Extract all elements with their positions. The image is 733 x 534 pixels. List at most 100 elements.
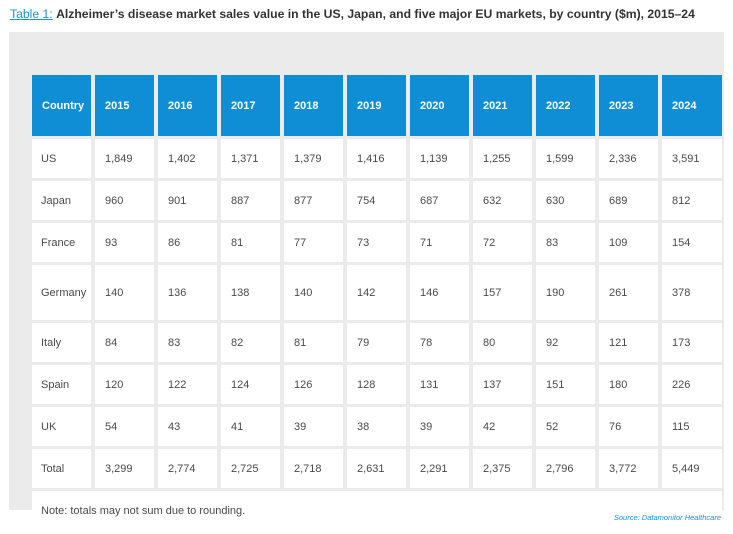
table-cell: 52 [536, 407, 595, 446]
table-cell: 72 [473, 223, 532, 262]
table-cell: 2,725 [221, 449, 280, 488]
table-cell: 42 [473, 407, 532, 446]
table-cell: 630 [536, 181, 595, 220]
table-cell: 126 [284, 365, 343, 404]
table-cell: 38 [347, 407, 406, 446]
table-cell: 93 [95, 223, 154, 262]
table-cell: 226 [662, 365, 722, 404]
table-cell: 138 [221, 265, 280, 320]
table-cell: 39 [284, 407, 343, 446]
table-cell: 80 [473, 323, 532, 362]
table-cell: 84 [95, 323, 154, 362]
table-cell: 54 [95, 407, 154, 446]
header-cell-year: 2017 [221, 75, 280, 136]
table-cell: 812 [662, 181, 722, 220]
table-title: Alzheimer’s disease market sales value i… [56, 7, 695, 21]
header-cell-year: 2016 [158, 75, 217, 136]
table-cell: 2,631 [347, 449, 406, 488]
table-cell: 3,591 [662, 139, 722, 178]
table-cell: 378 [662, 265, 722, 320]
table-cell: 73 [347, 223, 406, 262]
row-label-cell: Japan [32, 181, 91, 220]
table-cell: 1,599 [536, 139, 595, 178]
table-cell: 136 [158, 265, 217, 320]
table-cell: 81 [221, 223, 280, 262]
table-cell: 960 [95, 181, 154, 220]
table-cell: 632 [473, 181, 532, 220]
table-cell: 115 [662, 407, 722, 446]
row-label-cell: Italy [32, 323, 91, 362]
table-cell: 140 [95, 265, 154, 320]
table-cell: 1,139 [410, 139, 469, 178]
table-panel: Country 2015 2016 2017 2018 2019 2020 2021 2022 2… [9, 32, 724, 530]
table-cell: 146 [410, 265, 469, 320]
table-cell: 78 [410, 323, 469, 362]
row-label-cell: UK [32, 407, 91, 446]
table-cell: 261 [599, 265, 658, 320]
table-cell: 79 [347, 323, 406, 362]
table-number-label[interactable]: Table 1: [10, 7, 53, 21]
table-cell: 131 [410, 365, 469, 404]
table-cell: 81 [284, 323, 343, 362]
table-cell: 1,379 [284, 139, 343, 178]
table-cell: 2,774 [158, 449, 217, 488]
header-cell-year: 2021 [473, 75, 532, 136]
table-cell: 121 [599, 323, 658, 362]
row-label-cell: US [32, 139, 91, 178]
table-cell: 1,416 [347, 139, 406, 178]
table-cell: 83 [158, 323, 217, 362]
table-cell: 3,299 [95, 449, 154, 488]
table-cell: 39 [410, 407, 469, 446]
header-cell-year: 2022 [536, 75, 595, 136]
table-cell: 2,375 [473, 449, 532, 488]
table-cell: 142 [347, 265, 406, 320]
table-cell: 77 [284, 223, 343, 262]
table-cell: 2,291 [410, 449, 469, 488]
table-caption: Table 1: Alzheimer’s disease market sale… [10, 6, 725, 22]
table-cell: 1,402 [158, 139, 217, 178]
table-cell: 120 [95, 365, 154, 404]
table-cell: 1,371 [221, 139, 280, 178]
table-cell: 128 [347, 365, 406, 404]
header-cell-country: Country [32, 75, 91, 136]
table-cell: 754 [347, 181, 406, 220]
row-label-cell: Total [32, 449, 91, 488]
table-cell: 86 [158, 223, 217, 262]
header-cell-year: 2023 [599, 75, 658, 136]
table-cell: 887 [221, 181, 280, 220]
row-label-cell: France [32, 223, 91, 262]
table-cell: 43 [158, 407, 217, 446]
table-cell: 2,796 [536, 449, 595, 488]
table-cell: 5,449 [662, 449, 722, 488]
table-cell: 190 [536, 265, 595, 320]
header-cell-year: 2020 [410, 75, 469, 136]
table-cell: 71 [410, 223, 469, 262]
table-cell: 180 [599, 365, 658, 404]
table-cell: 1,255 [473, 139, 532, 178]
table-cell: 122 [158, 365, 217, 404]
table-cell: 1,849 [95, 139, 154, 178]
header-cell-year: 2024 [662, 75, 722, 136]
table-cell: 83 [536, 223, 595, 262]
table-cell: 92 [536, 323, 595, 362]
table-cell: 3,772 [599, 449, 658, 488]
row-label-cell: Spain [32, 365, 91, 404]
header-cell-year: 2019 [347, 75, 406, 136]
table-cell: 877 [284, 181, 343, 220]
table-cell: 2,718 [284, 449, 343, 488]
table-cell: 41 [221, 407, 280, 446]
table-cell: 109 [599, 223, 658, 262]
table-cell: 687 [410, 181, 469, 220]
table-cell: 901 [158, 181, 217, 220]
table-cell: 689 [599, 181, 658, 220]
table-cell: 151 [536, 365, 595, 404]
table-note: Note: totals may not sum due to rounding… [32, 491, 722, 530]
row-label-cell: Germany [32, 265, 91, 320]
table-cell: 154 [662, 223, 722, 262]
table-cell: 82 [221, 323, 280, 362]
table-cell: 140 [284, 265, 343, 320]
table-cell: 173 [662, 323, 722, 362]
table-cell: 76 [599, 407, 658, 446]
header-cell-year: 2015 [95, 75, 154, 136]
source-credit: Source: Datamonitor Healthcare [613, 513, 721, 522]
